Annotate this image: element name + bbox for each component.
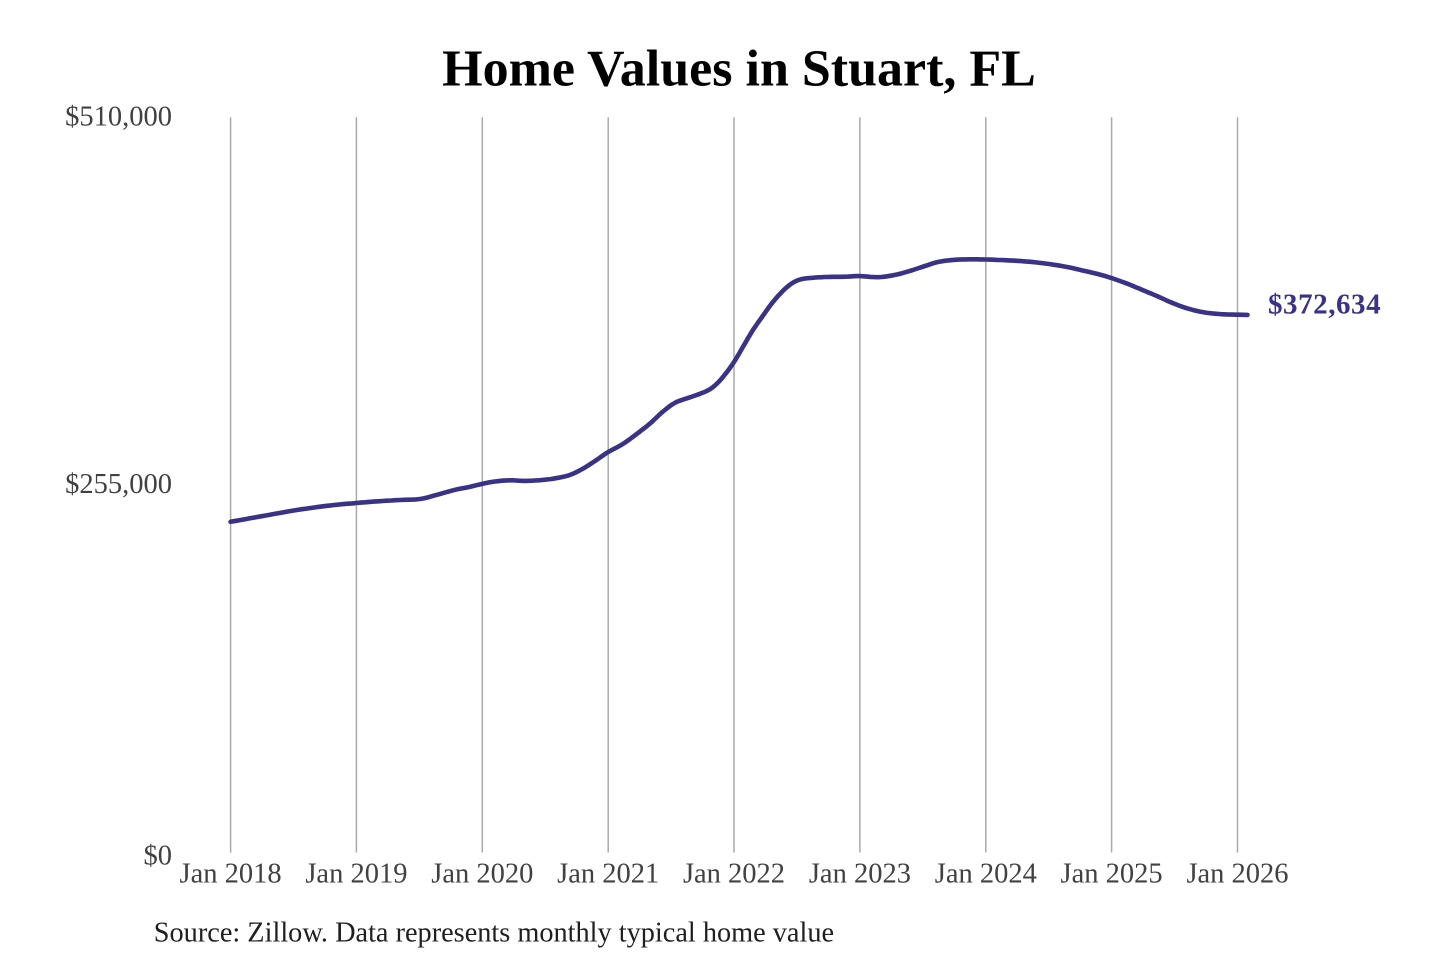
svg-text:Home Values in Stuart, FL: Home Values in Stuart, FL bbox=[442, 41, 1036, 98]
svg-text:Jan 2020: Jan 2020 bbox=[431, 858, 533, 889]
svg-text:$0: $0 bbox=[144, 841, 173, 872]
svg-text:Jan 2023: Jan 2023 bbox=[809, 858, 911, 889]
svg-text:Jan 2022: Jan 2022 bbox=[683, 858, 785, 889]
svg-text:$510,000: $510,000 bbox=[65, 102, 172, 133]
svg-text:Jan 2021: Jan 2021 bbox=[557, 858, 659, 889]
svg-text:$255,000: $255,000 bbox=[65, 469, 172, 500]
svg-text:$372,634: $372,634 bbox=[1268, 289, 1381, 321]
svg-text:Jan 2025: Jan 2025 bbox=[1061, 858, 1163, 889]
svg-text:Jan 2019: Jan 2019 bbox=[305, 858, 407, 889]
svg-text:Jan 2018: Jan 2018 bbox=[180, 858, 282, 889]
svg-text:Source: Zillow. Data represent: Source: Zillow. Data represents monthly … bbox=[154, 917, 834, 948]
svg-text:Jan 2024: Jan 2024 bbox=[935, 858, 1037, 889]
svg-text:Jan 2026: Jan 2026 bbox=[1186, 858, 1288, 889]
